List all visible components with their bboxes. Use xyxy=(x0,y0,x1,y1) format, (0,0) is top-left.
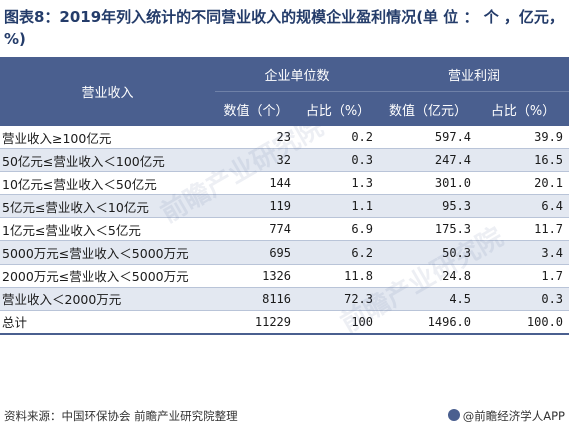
cell-count-pct: 11.8 xyxy=(297,264,380,288)
table-row: 50亿元≤营业收入＜100亿元 32 0.3 247.4 16.5 xyxy=(0,148,569,173)
cell-count-pct: 0.3 xyxy=(297,148,380,173)
table-row: 营业收入≥100亿元 23 0.2 597.4 39.9 xyxy=(0,126,569,150)
cell-count-pct: 100 xyxy=(297,310,380,335)
cell-profit-pct: 6.4 xyxy=(477,194,569,219)
row-label: 营业收入＜2000万元 xyxy=(0,287,215,311)
cell-profit: 597.4 xyxy=(379,126,478,150)
cell-count: 774 xyxy=(215,217,297,242)
cell-count: 8116 xyxy=(215,287,297,311)
cell-profit-pct: 11.7 xyxy=(477,217,569,242)
header-profit-share: 占比（%） xyxy=(477,91,569,126)
cell-count-pct: 72.3 xyxy=(297,287,380,311)
header-group-count: 企业单位数 xyxy=(215,57,380,92)
cell-profit: 247.4 xyxy=(379,148,478,173)
table-row: 1亿元≤营业收入＜5亿元 774 6.9 175.3 11.7 xyxy=(0,217,569,242)
cell-count: 23 xyxy=(215,126,297,150)
row-label: 10亿元≤营业收入＜50亿元 xyxy=(0,171,215,196)
header-profit-value: 数值（亿元） xyxy=(379,91,478,126)
table-row: 营业收入＜2000万元 8116 72.3 4.5 0.3 xyxy=(0,287,569,311)
cell-profit: 175.3 xyxy=(379,217,478,242)
cell-profit-pct: 1.7 xyxy=(477,264,569,288)
header-group-profit: 营业利润 xyxy=(379,57,569,92)
table-row: 10亿元≤营业收入＜50亿元 144 1.3 301.0 20.1 xyxy=(0,171,569,196)
brand-text: @前瞻经济学人APP xyxy=(462,409,565,423)
header-count-share: 占比（%） xyxy=(297,91,380,126)
cell-count: 1326 xyxy=(215,264,297,288)
table-row: 2000万元≤营业收入＜5000万元 1326 11.8 24.8 1.7 xyxy=(0,264,569,288)
row-label: 总计 xyxy=(0,310,215,335)
cell-count: 144 xyxy=(215,171,297,196)
row-label: 2000万元≤营业收入＜5000万元 xyxy=(0,264,215,288)
cell-profit: 24.8 xyxy=(379,264,478,288)
cell-profit: 4.5 xyxy=(379,287,478,311)
cell-count-pct: 1.1 xyxy=(297,194,380,219)
row-label: 5亿元≤营业收入＜10亿元 xyxy=(0,194,215,219)
cell-profit-pct: 3.4 xyxy=(477,240,569,265)
row-label: 营业收入≥100亿元 xyxy=(0,126,215,150)
cell-profit-pct: 100.0 xyxy=(477,310,569,335)
cell-profit: 301.0 xyxy=(379,171,478,196)
table-row: 5亿元≤营业收入＜10亿元 119 1.1 95.3 6.4 xyxy=(0,194,569,219)
brand-credit: @前瞻经济学人APP xyxy=(447,408,565,424)
brand-logo-icon xyxy=(447,409,460,421)
footer: 资料来源：中国环保协会 前瞻产业研究院整理 @前瞻经济学人APP xyxy=(4,408,565,426)
row-label: 50亿元≤营业收入＜100亿元 xyxy=(0,148,215,173)
cell-count-pct: 0.2 xyxy=(297,126,380,150)
cell-profit: 95.3 xyxy=(379,194,478,219)
cell-count-pct: 6.9 xyxy=(297,217,380,242)
row-label: 5000万元≤营业收入＜5000万元 xyxy=(0,240,215,265)
table-row: 5000万元≤营业收入＜5000万元 695 6.2 50.3 3.4 xyxy=(0,240,569,265)
header-count-value: 数值（个） xyxy=(215,91,297,126)
row-label: 1亿元≤营业收入＜5亿元 xyxy=(0,217,215,242)
cell-count: 32 xyxy=(215,148,297,173)
cell-profit-pct: 0.3 xyxy=(477,287,569,311)
source-note: 资料来源：中国环保协会 前瞻产业研究院整理 xyxy=(4,409,238,423)
cell-profit-pct: 16.5 xyxy=(477,148,569,173)
cell-profit-pct: 39.9 xyxy=(477,126,569,150)
chart-title: 图表8：2019年列入统计的不同营业收入的规模企业盈利情况(单 位 ： 个 ，亿… xyxy=(4,8,564,48)
cell-count: 119 xyxy=(215,194,297,219)
header-row-label: 营业收入 xyxy=(0,57,215,126)
cell-profit: 1496.0 xyxy=(379,310,478,335)
cell-profit: 50.3 xyxy=(379,240,478,265)
cell-profit-pct: 20.1 xyxy=(477,171,569,196)
cell-count: 695 xyxy=(215,240,297,265)
cell-count: 11229 xyxy=(215,310,297,335)
cell-count-pct: 6.2 xyxy=(297,240,380,265)
profit-table: 营业收入 企业单位数 营业利润 数值（个） 占比（%） 数值（亿元） 占比（%）… xyxy=(0,57,569,335)
cell-count-pct: 1.3 xyxy=(297,171,380,196)
table-row-total: 总计 11229 100 1496.0 100.0 xyxy=(0,310,569,335)
